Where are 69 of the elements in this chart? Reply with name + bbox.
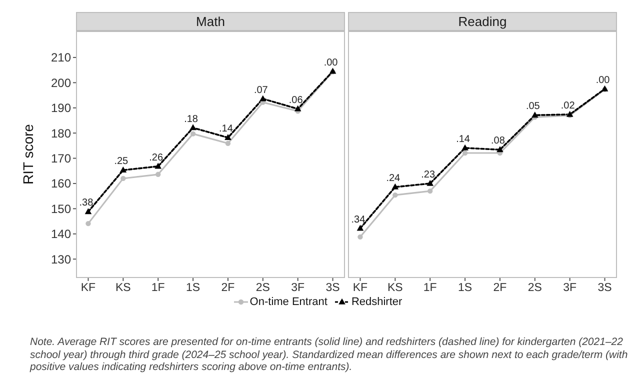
point — [190, 124, 196, 130]
x-tick-label: KF — [352, 282, 368, 294]
point — [260, 95, 266, 102]
point — [120, 166, 127, 173]
point — [358, 234, 363, 240]
point — [427, 188, 433, 194]
text: Note. Average RIT scores are presented for on-time entrants (solid line) and redshirters (dashed line) for kindergarten (2021–22 school year) through third grade (2024–25 school year). Standardized mean differences are shown next to each grade/term (with positive values indicating redshirters scoring above on-time entrants). — [30, 336, 629, 374]
x-tick-label: 1S — [186, 282, 200, 294]
annotation: .05 — [526, 101, 540, 112]
x-tick-label: 3S — [326, 282, 340, 294]
annotation: .25 — [114, 156, 129, 168]
y-axis-title: RIT score — [20, 124, 36, 184]
y-tick-label: 170 — [50, 152, 72, 166]
x-tick-label: 3F — [563, 282, 577, 294]
point — [294, 105, 302, 112]
point — [155, 172, 161, 178]
annotation: .38 — [79, 198, 94, 209]
annotation: .06 — [288, 94, 304, 106]
x-tick-label: KS — [115, 282, 132, 294]
x-tick-label: KS — [387, 282, 404, 294]
legend-label: On-time Entrant — [250, 296, 328, 308]
annotation: .14 — [219, 124, 234, 135]
x-tick-label: 2S — [528, 282, 542, 294]
x-tick-label: 1S — [458, 282, 472, 294]
annotation: .34 — [351, 214, 366, 226]
annotation: .07 — [254, 84, 268, 96]
point — [392, 183, 399, 190]
point — [532, 112, 538, 118]
x-tick-label: 1F — [151, 282, 165, 294]
point — [462, 144, 468, 150]
annotation: .00 — [324, 57, 338, 68]
y-tick-label: 190 — [50, 101, 72, 116]
annotation: .24 — [386, 173, 401, 184]
x-tick-label: 3S — [598, 282, 612, 294]
y-tick-label: 140 — [50, 227, 72, 242]
point — [190, 131, 196, 136]
point — [84, 208, 92, 214]
x-tick-label: 2S — [256, 282, 270, 294]
chart-title: Math — [76, 12, 345, 31]
y-tick-label: 200 — [50, 76, 72, 90]
x-tick-label: 3F — [291, 282, 305, 294]
point — [356, 224, 364, 231]
y-tick-label: 160 — [50, 176, 72, 191]
chart-title: Reading — [348, 12, 617, 31]
x-tick-label: 2F — [221, 282, 235, 294]
y-tick-label: 150 — [50, 202, 72, 216]
point — [462, 150, 468, 156]
y-tick-label: 180 — [50, 126, 72, 140]
annotation: .18 — [184, 114, 198, 125]
point — [392, 192, 398, 198]
point — [154, 162, 162, 169]
point — [225, 140, 231, 146]
annotation: .00 — [596, 74, 610, 86]
annotation: .23 — [421, 169, 436, 180]
annotation: .02 — [560, 100, 576, 112]
annotation: .26 — [149, 152, 164, 164]
annotation: .08 — [491, 136, 506, 147]
annotation: .14 — [456, 134, 470, 145]
point — [496, 146, 504, 152]
x-tick-label: KF — [80, 282, 96, 294]
y-tick-label: 130 — [50, 252, 72, 266]
legend-label: Redshirter — [351, 296, 402, 308]
x-tick-label: 1F — [423, 282, 437, 294]
point — [86, 220, 91, 226]
point — [224, 134, 232, 140]
y-tick-label: 210 — [50, 50, 72, 65]
point — [426, 180, 434, 186]
x-tick-label: 2F — [493, 282, 507, 294]
point — [120, 176, 126, 182]
